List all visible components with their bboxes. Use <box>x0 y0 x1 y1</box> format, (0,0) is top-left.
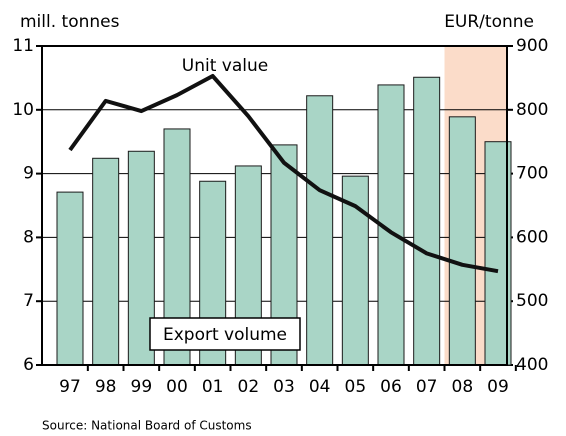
bar <box>448 116 476 366</box>
bar <box>413 76 441 366</box>
y2-axis-label: EUR/tonne <box>444 12 534 32</box>
y-tick-label: 8 <box>23 227 34 247</box>
y-tick-label: 11 <box>12 36 34 56</box>
x-tick-label: 01 <box>202 377 224 397</box>
x-tick-label: 97 <box>59 377 81 397</box>
source: Source: National Board of Customs <box>42 419 252 433</box>
x-tick-label: 00 <box>166 377 188 397</box>
plot-frame <box>41 45 508 366</box>
bar-label: Export volume <box>163 325 287 345</box>
y-tick-label: 9 <box>23 164 34 184</box>
x-tick-label: 09 <box>487 377 509 397</box>
y-tick-label: 10 <box>12 100 34 120</box>
y2-tick-label: 700 <box>516 164 548 184</box>
y-axis-label: mill. tonnes <box>20 12 120 32</box>
bar <box>92 157 120 366</box>
y-tick-label: 6 <box>23 355 34 375</box>
x-tick-label: 07 <box>416 377 438 397</box>
x-tick-label: 03 <box>273 377 295 397</box>
line-label: Unit value <box>182 56 268 76</box>
bar <box>56 191 84 366</box>
x-tick-label: 06 <box>380 377 402 397</box>
x-tick-label: 99 <box>131 377 153 397</box>
x-tick-label: 02 <box>238 377 260 397</box>
x-tick-label: 08 <box>452 377 474 397</box>
x-tick-label: 05 <box>345 377 367 397</box>
y2-tick-label: 500 <box>516 291 548 311</box>
y2-tick-label: 900 <box>516 36 548 56</box>
y2-tick-label: 600 <box>516 227 548 247</box>
bar-label-box <box>149 317 301 351</box>
bar <box>306 95 334 366</box>
y-tick-label: 7 <box>23 291 34 311</box>
y2-tick-label: 400 <box>516 355 548 375</box>
x-tick-label: 04 <box>309 377 331 397</box>
line <box>68 73 499 274</box>
y2-tick-label: 800 <box>516 100 548 120</box>
x-tick-label: 98 <box>95 377 117 397</box>
